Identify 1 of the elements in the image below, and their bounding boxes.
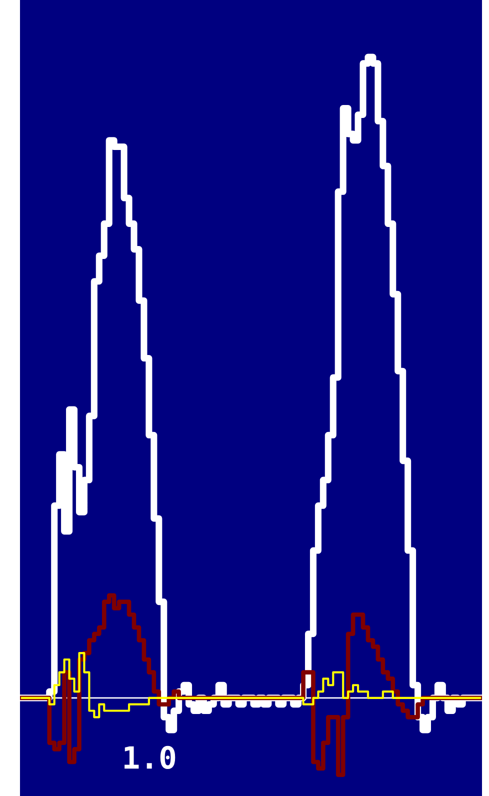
annotation: 1.0 [124,746,176,770]
